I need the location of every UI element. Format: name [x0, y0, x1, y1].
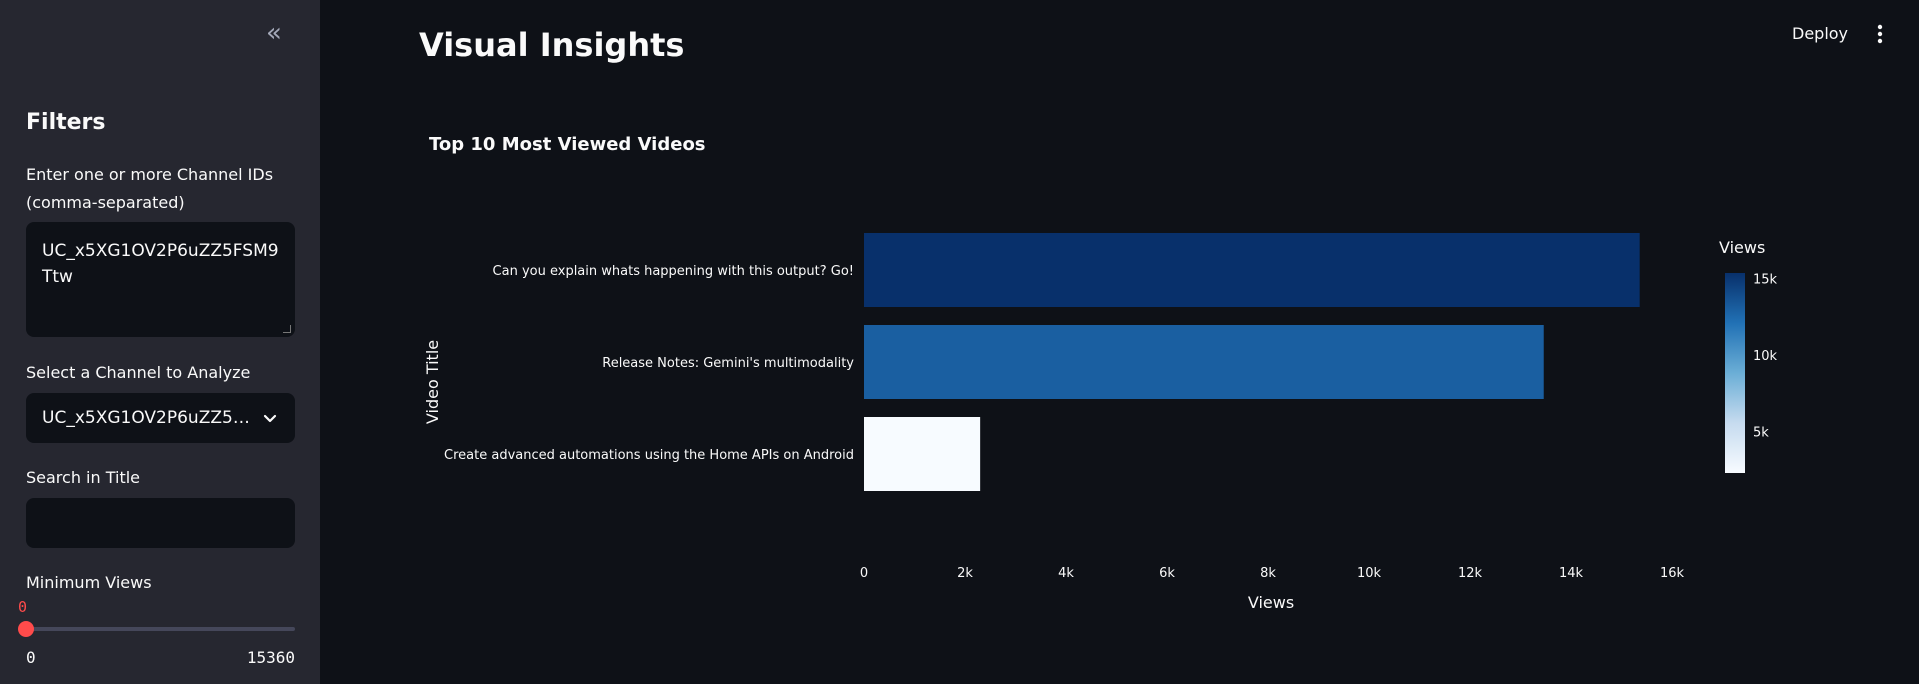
search-title-label: Search in Title — [26, 468, 141, 487]
min-views-label: Minimum Views — [26, 573, 152, 592]
chevrons-left-icon[interactable]: « — [266, 18, 282, 48]
bar-category-label: Can you explain whats happening with thi… — [493, 264, 854, 279]
colorbar-tick-label: 15k — [1753, 273, 1778, 288]
min-views-max: 15360 — [246, 648, 295, 667]
x-axis-label: Views — [1248, 593, 1294, 612]
bar[interactable] — [864, 233, 1640, 307]
colorbar-tick-label: 10k — [1753, 349, 1778, 364]
resize-grip-icon[interactable] — [283, 325, 291, 333]
sidebar-title: Filters — [26, 110, 106, 135]
chart-title: Top 10 Most Viewed Videos — [429, 134, 706, 155]
select-channel-label: Select a Channel to Analyze — [26, 363, 251, 382]
sidebar: « Filters Enter one or more Channel IDs … — [0, 0, 320, 684]
channel-ids-textarea[interactable]: UC_x5XG1OV2P6uZZ5FSM9Ttw — [26, 222, 295, 337]
x-tick-label: 8k — [1260, 566, 1276, 581]
channel-select-value: UC_x5XG1OV2P6uZZ5FSM9Ttw — [42, 408, 252, 428]
deploy-button[interactable]: Deploy — [1792, 24, 1849, 43]
y-axis-label: Video Title — [423, 340, 442, 424]
colorbar-tick-label: 5k — [1753, 426, 1769, 441]
x-tick-label: 12k — [1458, 566, 1483, 581]
chevron-down-icon — [263, 414, 277, 423]
page-title: Visual Insights — [419, 26, 685, 64]
colorbar-title: Views — [1719, 238, 1765, 257]
bar-category-label: Release Notes: Gemini's multimodality — [602, 356, 854, 371]
bar[interactable] — [864, 417, 981, 491]
colorbar — [1725, 273, 1745, 473]
bar[interactable] — [864, 325, 1544, 399]
x-tick-label: 0 — [860, 566, 868, 581]
x-tick-label: 14k — [1559, 566, 1584, 581]
min-views-slider-thumb[interactable] — [18, 621, 34, 637]
min-views-current-value: 0 — [18, 598, 28, 616]
channel-ids-value: UC_x5XG1OV2P6uZZ5FSM9Ttw — [42, 241, 279, 287]
x-tick-label: 4k — [1058, 566, 1074, 581]
bar-chart: Top 10 Most Viewed Videos Can you explai… — [423, 134, 1778, 612]
min-views-slider-track[interactable] — [26, 627, 295, 631]
x-tick-label: 16k — [1660, 566, 1685, 581]
channel-ids-label: Enter one or more Channel IDs (comma-sep… — [26, 165, 274, 212]
min-views-min: 0 — [26, 648, 36, 667]
x-tick-label: 10k — [1357, 566, 1382, 581]
x-tick-label: 6k — [1159, 566, 1175, 581]
kebab-menu-icon[interactable] — [1870, 20, 1890, 48]
x-tick-label: 2k — [957, 566, 973, 581]
channel-select[interactable]: UC_x5XG1OV2P6uZZ5FSM9Ttw — [26, 393, 295, 443]
search-title-input[interactable] — [26, 498, 295, 548]
bar-category-label: Create advanced automations using the Ho… — [444, 448, 854, 463]
